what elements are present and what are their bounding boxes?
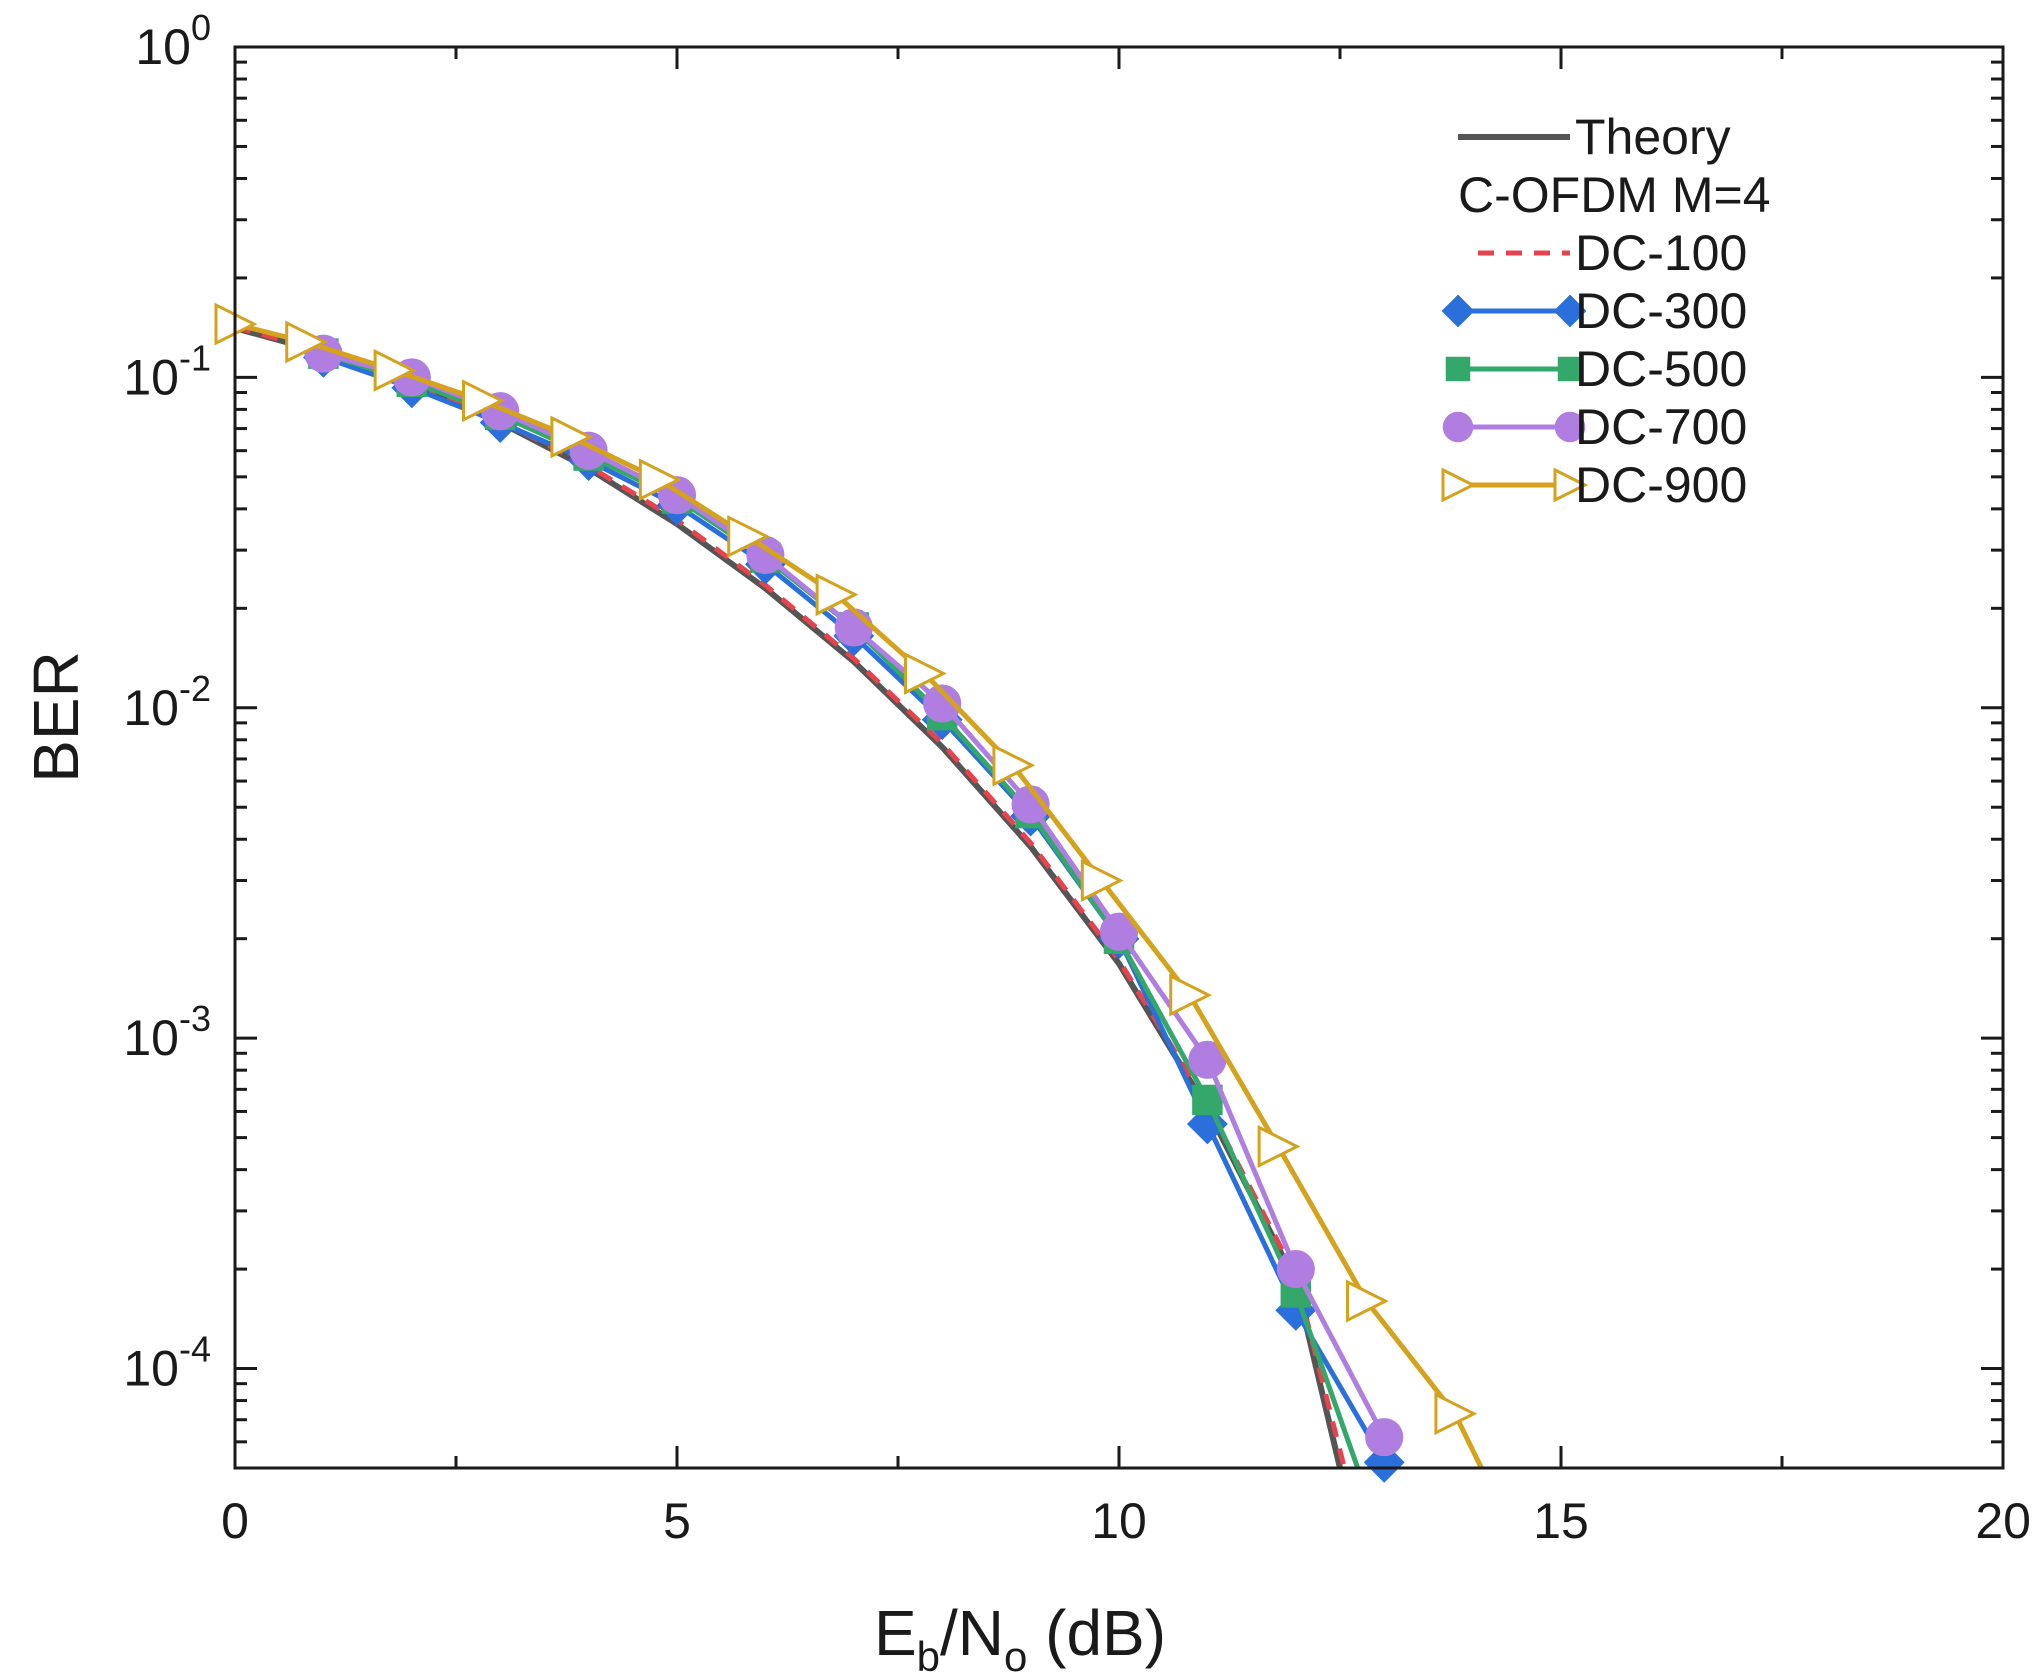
y-axis-title: BER [20, 651, 92, 783]
legend-item-theory: Theory [1458, 109, 1731, 165]
legend-marker [1441, 294, 1475, 328]
x-tick-label: 10 [1091, 1493, 1147, 1549]
y-tick-label: 10-4 [123, 1329, 211, 1397]
legend-item-dc-100: DC-100 [1478, 225, 1747, 281]
legend-label: DC-700 [1575, 399, 1747, 455]
data-point [1099, 912, 1139, 951]
data-point [992, 743, 1036, 787]
data-point [904, 652, 947, 695]
x-tick-label: 5 [663, 1493, 691, 1549]
data-point [834, 608, 873, 647]
legend-subtitle: C-OFDM M=4 [1458, 167, 1771, 223]
data-point [550, 415, 594, 459]
data-point [638, 458, 682, 502]
legend-label: DC-300 [1575, 283, 1747, 339]
data-point [727, 515, 771, 558]
y-tick-labels: 100 10-1 10-2 10-3 10-4 [123, 7, 211, 1397]
series-dc-900 [214, 302, 1484, 1470]
legend-marker [1441, 467, 1477, 503]
data-point [462, 379, 505, 423]
data-point [1276, 1250, 1315, 1289]
data-point [815, 573, 859, 617]
y-tick-label: 10-2 [123, 668, 211, 736]
x-axis-title: Eb/No (dB) [874, 1597, 1166, 1680]
legend-item-dc-900: DC-900 [1441, 457, 1747, 513]
y-tick-label: 10-1 [123, 337, 211, 405]
legend-marker [1553, 294, 1587, 328]
legend-label: DC-500 [1575, 341, 1747, 397]
legend-marker [1554, 411, 1586, 443]
y-tick-label: 100 [135, 7, 211, 75]
data-point [1346, 1279, 1389, 1323]
data-point [1080, 859, 1124, 902]
legend-item-dc-700: DC-700 [1442, 399, 1747, 455]
y-tick-label: 10-3 [123, 998, 211, 1066]
data-point [1365, 1418, 1404, 1457]
data-point [1257, 1125, 1301, 1168]
legend-marker [1557, 356, 1583, 382]
series-line [234, 321, 1484, 1470]
data-point [1434, 1392, 1478, 1436]
legend-marker [1445, 356, 1471, 382]
legend-item-dc-500: DC-500 [1445, 341, 1747, 397]
legend-label: DC-100 [1575, 225, 1747, 281]
legend-label: Theory [1575, 109, 1731, 165]
series-lines [214, 302, 1484, 1483]
plot-frame [233, 45, 2005, 1470]
data-point [1192, 1084, 1223, 1116]
legend-marker [1442, 411, 1474, 443]
data-point [923, 684, 962, 723]
data-point [1169, 973, 1213, 1017]
x-tick-label: 15 [1533, 1493, 1589, 1549]
x-tick-label: 20 [1975, 1493, 2031, 1549]
legend-label: DC-900 [1575, 457, 1747, 513]
x-tick-labels: 0 5 10 15 20 [221, 1493, 2031, 1549]
legend-item-dc-300: DC-300 [1441, 283, 1747, 339]
x-tick-label: 0 [221, 1493, 249, 1549]
legend-marker [1553, 467, 1589, 503]
data-point [373, 348, 417, 392]
data-point [285, 320, 329, 364]
